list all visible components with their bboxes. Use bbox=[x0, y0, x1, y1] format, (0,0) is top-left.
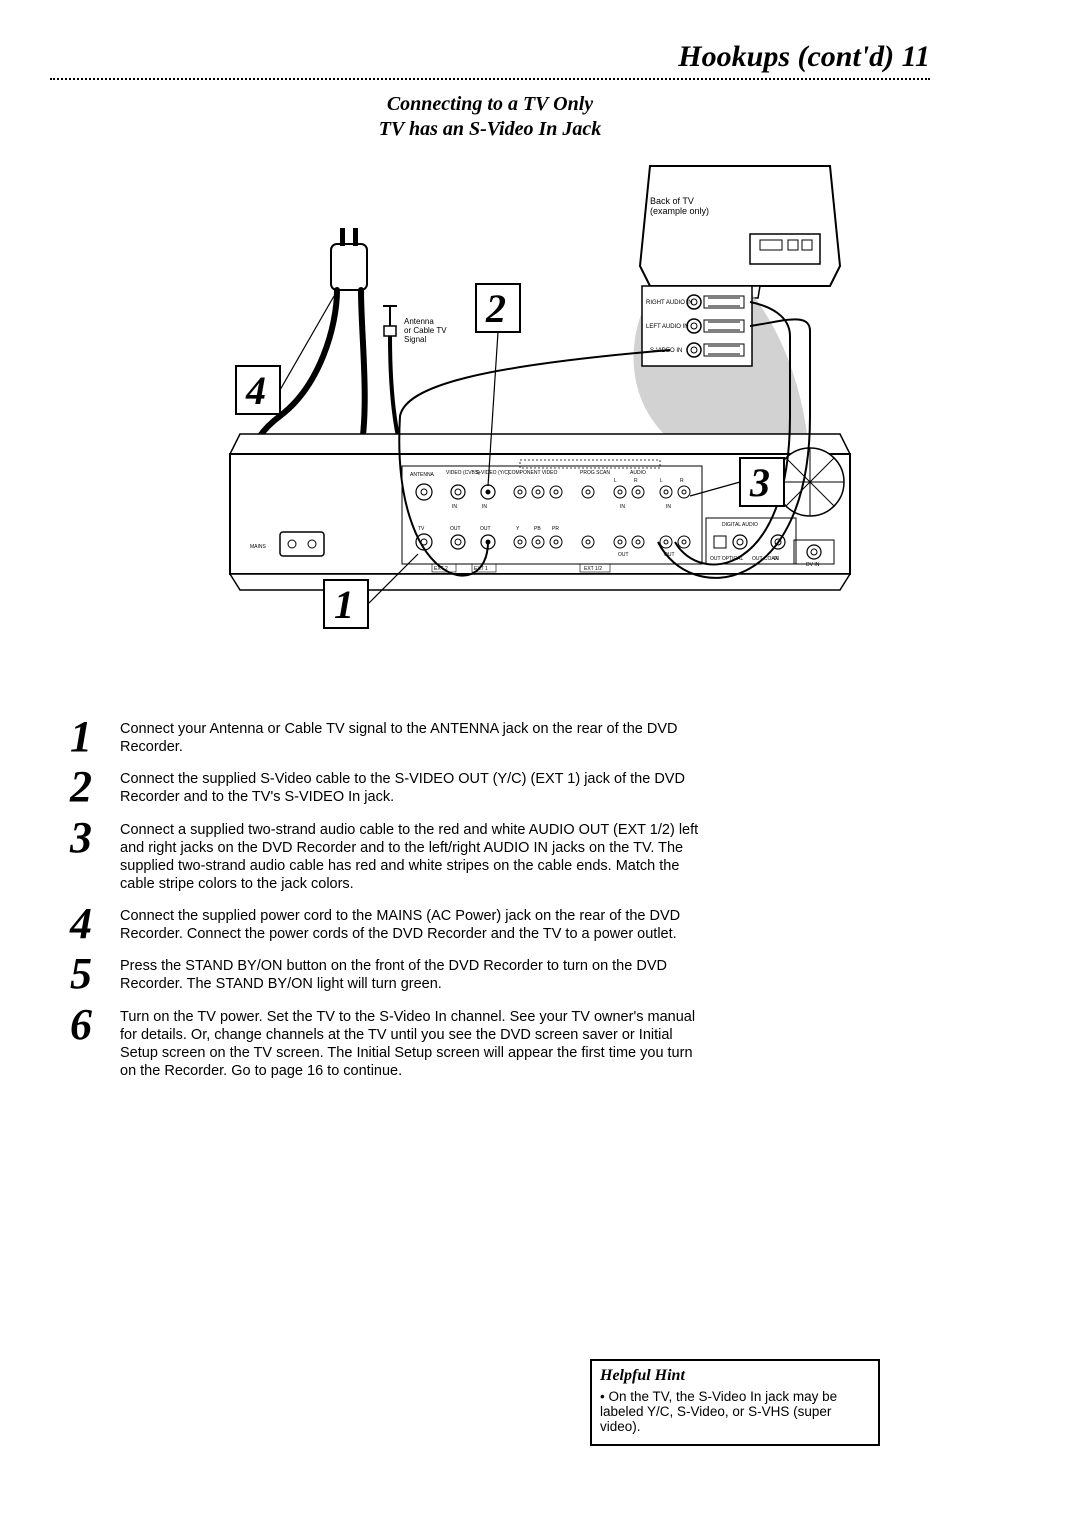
antenna-label-1: Antenna bbox=[404, 317, 434, 326]
svg-text:PROG SCAN: PROG SCAN bbox=[580, 470, 610, 476]
helpful-hint-body: • On the TV, the S-Video In jack may be … bbox=[600, 1389, 870, 1434]
step-6: 6 Turn on the TV power. Set the TV to th… bbox=[70, 1004, 710, 1081]
steps-list: 1 Connect your Antenna or Cable TV signa… bbox=[70, 716, 930, 1080]
step-text: Connect a supplied two-strand audio cabl… bbox=[120, 817, 710, 894]
svg-text:L: L bbox=[660, 478, 663, 484]
svg-text:L: L bbox=[614, 478, 617, 484]
subtitle-line-2: TV has an S-Video In Jack bbox=[379, 118, 601, 140]
step-2: 2 Connect the supplied S-Video cable to … bbox=[70, 766, 710, 806]
antenna-label-3: Signal bbox=[404, 335, 426, 344]
subtitle-line-1: Connecting to a TV Only bbox=[387, 93, 593, 115]
svg-text:DIGITAL AUDIO: DIGITAL AUDIO bbox=[722, 522, 758, 528]
svg-text:2: 2 bbox=[485, 286, 506, 331]
page-title: Hookups (cont'd) 11 bbox=[50, 40, 930, 74]
section-subtitle: Connecting to a TV Only TV has an S-Vide… bbox=[50, 92, 930, 142]
step-text: Connect your Antenna or Cable TV signal … bbox=[120, 716, 710, 756]
svg-text:EXT 1/2: EXT 1/2 bbox=[584, 566, 602, 572]
tv-caption-2: (example only) bbox=[650, 206, 709, 216]
svg-text:TV: TV bbox=[418, 526, 425, 532]
svg-text:1: 1 bbox=[334, 582, 354, 627]
callout-4: 4 bbox=[236, 296, 334, 414]
svg-text:R: R bbox=[634, 478, 638, 484]
svg-text:3: 3 bbox=[749, 460, 770, 505]
svg-text:4: 4 bbox=[245, 368, 266, 413]
svg-text:R: R bbox=[680, 478, 684, 484]
tv-back-icon bbox=[640, 166, 840, 298]
svg-text:OUT: OUT bbox=[480, 526, 491, 532]
diagram-svg: Back of TV (example only) RIGHT AUDIO IN… bbox=[90, 156, 890, 686]
helpful-hint-box: Helpful Hint • On the TV, the S-Video In… bbox=[590, 1359, 880, 1446]
svg-text:OUT: OUT bbox=[450, 526, 461, 532]
svg-text:PB: PB bbox=[534, 526, 541, 532]
tv-jack-left-audio: LEFT AUDIO IN bbox=[646, 324, 689, 330]
svg-text:AUDIO: AUDIO bbox=[630, 470, 646, 476]
step-number: 6 bbox=[70, 1004, 120, 1043]
svg-text:IN: IN bbox=[620, 504, 625, 510]
divider bbox=[50, 78, 930, 80]
step-text: Turn on the TV power. Set the TV to the … bbox=[120, 1004, 710, 1081]
step-text: Connect the supplied power cord to the M… bbox=[120, 903, 710, 943]
svg-text:IN: IN bbox=[774, 556, 779, 562]
svg-text:IN: IN bbox=[452, 504, 457, 510]
svg-text:PR: PR bbox=[552, 526, 559, 532]
svg-text:S-VIDEO (Y/C): S-VIDEO (Y/C) bbox=[476, 470, 510, 476]
step-number: 4 bbox=[70, 903, 120, 942]
step-5: 5 Press the STAND BY/ON button on the fr… bbox=[70, 953, 710, 993]
svg-text:IN: IN bbox=[482, 504, 487, 510]
step-number: 2 bbox=[70, 766, 120, 805]
step-4: 4 Connect the supplied power cord to the… bbox=[70, 903, 710, 943]
step-1: 1 Connect your Antenna or Cable TV signa… bbox=[70, 716, 710, 756]
svg-text:ANTENNA: ANTENNA bbox=[410, 472, 435, 478]
tv-jack-right-audio: RIGHT AUDIO IN bbox=[646, 300, 693, 306]
step-text: Press the STAND BY/ON button on the fron… bbox=[120, 953, 710, 993]
svg-text:IN: IN bbox=[666, 504, 671, 510]
step-number: 1 bbox=[70, 716, 120, 755]
helpful-hint-title: Helpful Hint bbox=[600, 1367, 870, 1385]
svg-text:COMPONENT VIDEO: COMPONENT VIDEO bbox=[508, 470, 557, 476]
step-number: 5 bbox=[70, 953, 120, 992]
svg-text:DV IN: DV IN bbox=[806, 562, 820, 568]
tv-caption-1: Back of TV bbox=[650, 196, 694, 206]
step-3: 3 Connect a supplied two-strand audio ca… bbox=[70, 817, 710, 894]
svg-text:OUT: OUT bbox=[618, 552, 629, 558]
hookup-diagram: Back of TV (example only) RIGHT AUDIO IN… bbox=[90, 156, 890, 686]
page: Hookups (cont'd) 11 Connecting to a TV O… bbox=[50, 40, 930, 1480]
step-number: 3 bbox=[70, 817, 120, 856]
antenna-label-2: or Cable TV bbox=[404, 326, 447, 335]
svg-text:MAINS: MAINS bbox=[250, 544, 267, 550]
step-text: Connect the supplied S-Video cable to th… bbox=[120, 766, 710, 806]
